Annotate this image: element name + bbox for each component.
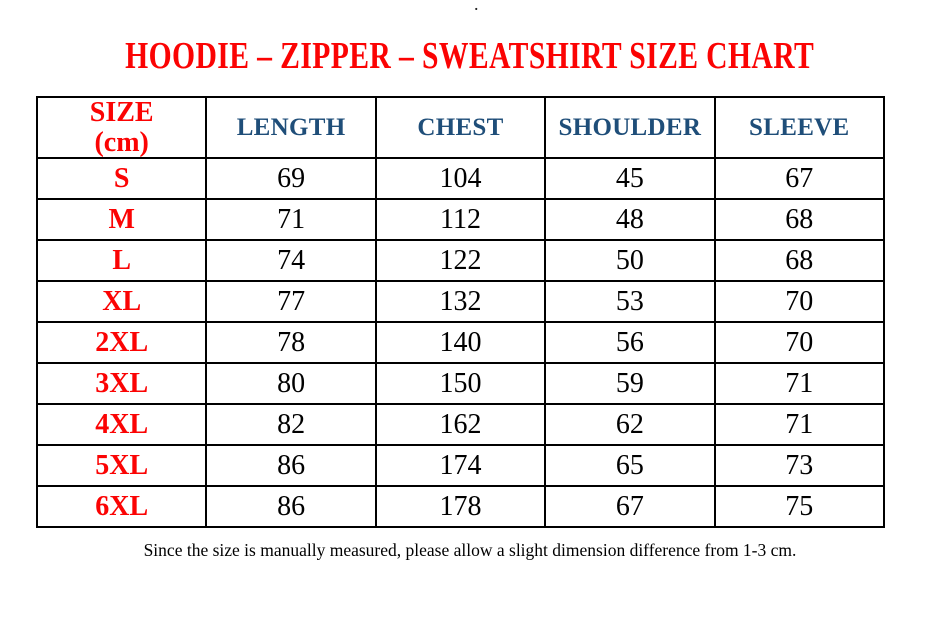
header-size-unit: (cm) [94,126,149,158]
size-label: XL [35,280,208,323]
chest-value: 140 [374,321,547,364]
table-row-s: S 69 104 45 67 [35,157,886,200]
header-shoulder: SHOULDER [544,96,716,159]
chest-value: 178 [374,485,547,528]
table-row-5xl: 5XL 86 174 65 73 [35,444,886,487]
sleeve-value: 73 [713,444,886,487]
length-value: 78 [205,321,377,364]
chest-value: 162 [374,403,547,446]
page-title: HOODIE – ZIPPER – SWEATSHIRT SIZE CHART [0,34,940,78]
measurement-disclaimer: Since the size is manually measured, ple… [143,540,797,560]
size-label: 4XL [35,403,208,446]
sleeve-value: 70 [713,321,886,364]
chest-value: 150 [374,362,547,405]
shoulder-value: 48 [544,198,716,241]
shoulder-value: 50 [544,239,716,282]
header-length: LENGTH [205,96,377,159]
stray-dot-artifact: . [474,0,479,14]
table-row-l: L 74 122 50 68 [35,239,886,282]
header-chest: CHEST [374,96,547,159]
table-body: S 69 104 45 67 M 71 112 48 68 L 74 122 5… [35,157,886,528]
chest-value: 122 [374,239,547,282]
length-value: 82 [205,403,377,446]
sleeve-value: 70 [713,280,886,323]
shoulder-value: 53 [544,280,716,323]
size-label: M [35,198,208,241]
table-row-2xl: 2XL 78 140 56 70 [35,321,886,364]
table-header: SIZE (cm) LENGTH CHEST SHOULDER SLEEVE [35,96,886,159]
length-value: 74 [205,239,377,282]
shoulder-value: 45 [544,157,716,200]
shoulder-value: 62 [544,403,716,446]
sleeve-value: 75 [713,485,886,528]
size-label: S [35,157,208,200]
length-value: 69 [205,157,377,200]
sleeve-value: 67 [713,157,886,200]
chest-value: 104 [374,157,547,200]
length-value: 86 [205,444,377,487]
chest-value: 174 [374,444,547,487]
size-chart-table: SIZE (cm) LENGTH CHEST SHOULDER SLEEVE S… [35,96,886,528]
header-size-cm: SIZE (cm) [35,96,208,159]
length-value: 80 [205,362,377,405]
table-row-4xl: 4XL 82 162 62 71 [35,403,886,446]
sleeve-value: 68 [713,239,886,282]
header-sleeve: SLEEVE [713,96,886,159]
size-label: 5XL [35,444,208,487]
size-label: 2XL [35,321,208,364]
shoulder-value: 67 [544,485,716,528]
length-value: 71 [205,198,377,241]
page-title-text: HOODIE – ZIPPER – SWEATSHIRT SIZE CHART [125,35,815,77]
length-value: 86 [205,485,377,528]
table-row-xl: XL 77 132 53 70 [35,280,886,323]
sleeve-value: 68 [713,198,886,241]
table-row-m: M 71 112 48 68 [35,198,886,241]
length-value: 77 [205,280,377,323]
shoulder-value: 56 [544,321,716,364]
chest-value: 112 [374,198,547,241]
header-size-label: SIZE [89,97,154,129]
chest-value: 132 [374,280,547,323]
sleeve-value: 71 [713,362,886,405]
shoulder-value: 59 [544,362,716,405]
header-row: SIZE (cm) LENGTH CHEST SHOULDER SLEEVE [35,96,886,159]
size-label: L [35,239,208,282]
table-row-6xl: 6XL 86 178 67 75 [35,485,886,528]
sleeve-value: 71 [713,403,886,446]
shoulder-value: 65 [544,444,716,487]
size-label: 6XL [35,485,208,528]
table-row-3xl: 3XL 80 150 59 71 [35,362,886,405]
size-label: 3XL [35,362,208,405]
